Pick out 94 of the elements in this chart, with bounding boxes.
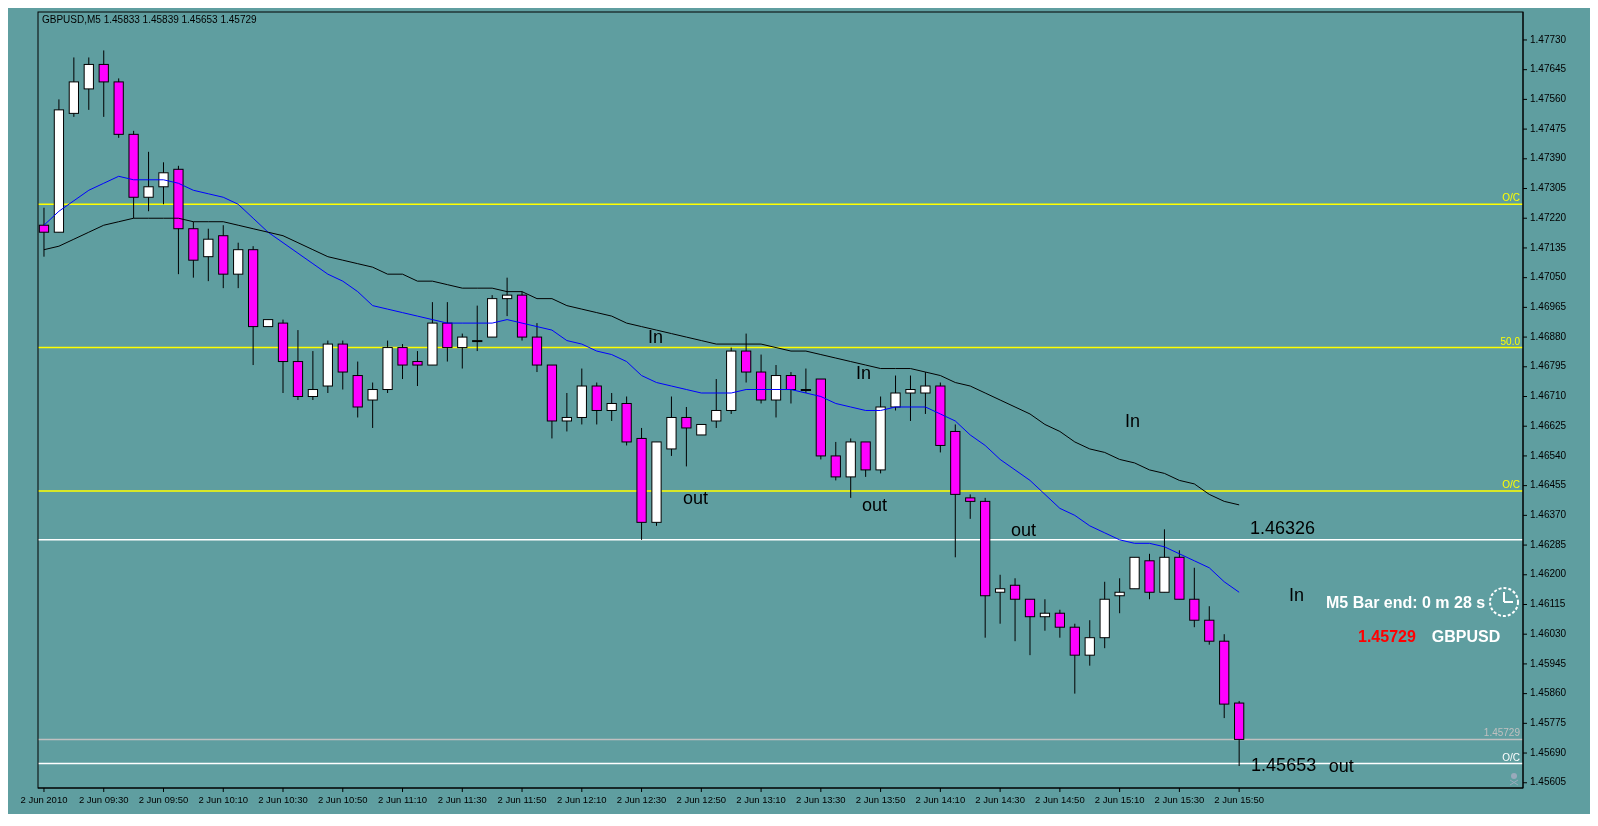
candlestick xyxy=(501,277,513,317)
candlestick xyxy=(158,161,169,205)
ref-line-label: O/C xyxy=(1502,478,1520,490)
candlestick xyxy=(711,378,722,429)
y-tick-label: 1.45605 xyxy=(1530,776,1567,788)
annotation: out xyxy=(1011,519,1037,540)
y-tick-label: 1.46030 xyxy=(1530,627,1567,639)
annotation: 1.45729 GBPUSD xyxy=(1358,628,1501,645)
y-tick-label: 1.47220 xyxy=(1530,211,1567,223)
y-tick-label: 1.47135 xyxy=(1530,241,1567,253)
y-tick-label: 1.46285 xyxy=(1530,538,1567,550)
candlestick xyxy=(890,375,901,411)
candlestick xyxy=(1189,567,1200,628)
annotation: In xyxy=(648,326,664,347)
x-tick-label: 2 Jun 10:10 xyxy=(198,794,249,805)
y-tick-label: 1.47390 xyxy=(1530,152,1567,164)
x-tick-label: 2 Jun 10:50 xyxy=(317,794,368,805)
candlestick xyxy=(1009,577,1021,642)
annotation: 1.46326 xyxy=(1250,517,1316,538)
annotation: 50.0 xyxy=(1500,335,1521,347)
candlestick xyxy=(800,368,812,394)
annotation: In xyxy=(1289,584,1305,605)
x-tick-label: 2 Jun 10:30 xyxy=(258,794,308,805)
annotation: M5 Bar end: 0 m 28 s xyxy=(1326,594,1486,611)
candlestick xyxy=(98,49,109,118)
x-tick-label: 2 Jun 14:30 xyxy=(975,794,1025,805)
y-tick-label: 1.47475 xyxy=(1530,122,1567,134)
y-tick-label: 1.46795 xyxy=(1530,360,1567,372)
y-tick-label: 1.45860 xyxy=(1530,687,1567,699)
x-tick-label: 2 Jun 09:50 xyxy=(138,794,189,805)
y-tick-label: 1.47645 xyxy=(1530,63,1567,75)
x-tick-label: 2 Jun 11:10 xyxy=(378,794,427,805)
ref-line-label: 1.45729 xyxy=(1483,727,1521,739)
annotation: out xyxy=(683,487,709,508)
candlestick xyxy=(397,343,408,380)
y-tick-label: 1.45690 xyxy=(1530,746,1567,758)
candlestick xyxy=(830,441,841,481)
candlestick xyxy=(412,350,423,387)
x-tick-label: 2 Jun 12:10 xyxy=(556,794,607,805)
ref-line-label: O/C xyxy=(1502,751,1520,763)
candlestick xyxy=(1084,619,1095,667)
candlestick xyxy=(367,382,378,429)
x-tick-label: 2 Jun 15:30 xyxy=(1154,794,1205,805)
y-tick-label: 1.46370 xyxy=(1530,508,1567,520)
candlestick xyxy=(203,228,214,282)
x-tick-label: 2 Jun 14:10 xyxy=(915,794,966,805)
y-tick-label: 1.46200 xyxy=(1530,568,1567,580)
candlestick xyxy=(741,333,752,384)
candlestick xyxy=(785,371,797,404)
x-tick-label: 2 Jun 13:30 xyxy=(796,794,846,805)
x-tick-label: 2 Jun 15:50 xyxy=(1214,794,1264,805)
y-tick-label: 1.46455 xyxy=(1530,479,1567,491)
annotation: In xyxy=(856,362,872,383)
y-tick-label: 1.47305 xyxy=(1530,182,1567,194)
y-tick-label: 1.47730 xyxy=(1530,33,1567,45)
chart-title: GBPUSD,M5 1.45833 1.45839 1.45653 1.45729 xyxy=(42,14,258,25)
y-tick-label: 1.47560 xyxy=(1530,93,1567,105)
candlestick xyxy=(606,392,617,422)
y-tick-label: 1.45945 xyxy=(1530,657,1567,669)
annotation: out xyxy=(862,494,888,515)
candlestick xyxy=(920,371,931,415)
y-tick-label: 1.47050 xyxy=(1530,271,1567,283)
candlestick xyxy=(472,305,483,352)
candlestick xyxy=(681,406,692,467)
ref-line-label: O/C xyxy=(1502,192,1520,204)
candlestick xyxy=(143,151,154,212)
candlestick xyxy=(1024,598,1036,656)
candlestick xyxy=(307,350,319,401)
x-tick-label: 2 Jun 13:50 xyxy=(855,794,906,805)
candlestick xyxy=(561,392,572,432)
y-tick-label: 1.46965 xyxy=(1530,301,1567,313)
y-tick-label: 1.46625 xyxy=(1530,419,1567,431)
y-tick-label: 1.46880 xyxy=(1530,330,1567,342)
x-tick-label: 2 Jun 14:50 xyxy=(1035,794,1085,805)
candlestick xyxy=(1204,605,1215,646)
annotation: In xyxy=(1125,410,1141,431)
candlestick xyxy=(905,375,916,422)
y-tick-label: 1.46115 xyxy=(1530,598,1566,610)
candlestick xyxy=(457,333,468,370)
x-tick-label: 2 Jun 09:30 xyxy=(78,794,129,805)
x-tick-label: 2 Jun 11:50 xyxy=(497,794,547,805)
x-tick-label: 2 Jun 12:30 xyxy=(616,794,667,805)
x-tick-label: 2 Jun 12:50 xyxy=(676,794,727,805)
candlestick xyxy=(994,574,1006,625)
y-tick-label: 1.45775 xyxy=(1530,716,1567,728)
x-tick-label: 2 Jun 15:10 xyxy=(1094,794,1145,805)
x-tick-label: 2 Jun 11:30 xyxy=(437,794,487,805)
y-tick-label: 1.46710 xyxy=(1530,390,1567,402)
y-tick-label: 1.46540 xyxy=(1530,449,1567,461)
x-tick-label: 2 Jun 2010 xyxy=(20,794,68,805)
x-tick-label: 2 Jun 13:10 xyxy=(736,794,786,805)
candlestick xyxy=(1054,609,1065,639)
candlestick xyxy=(965,493,976,520)
candlestick xyxy=(1114,577,1125,614)
